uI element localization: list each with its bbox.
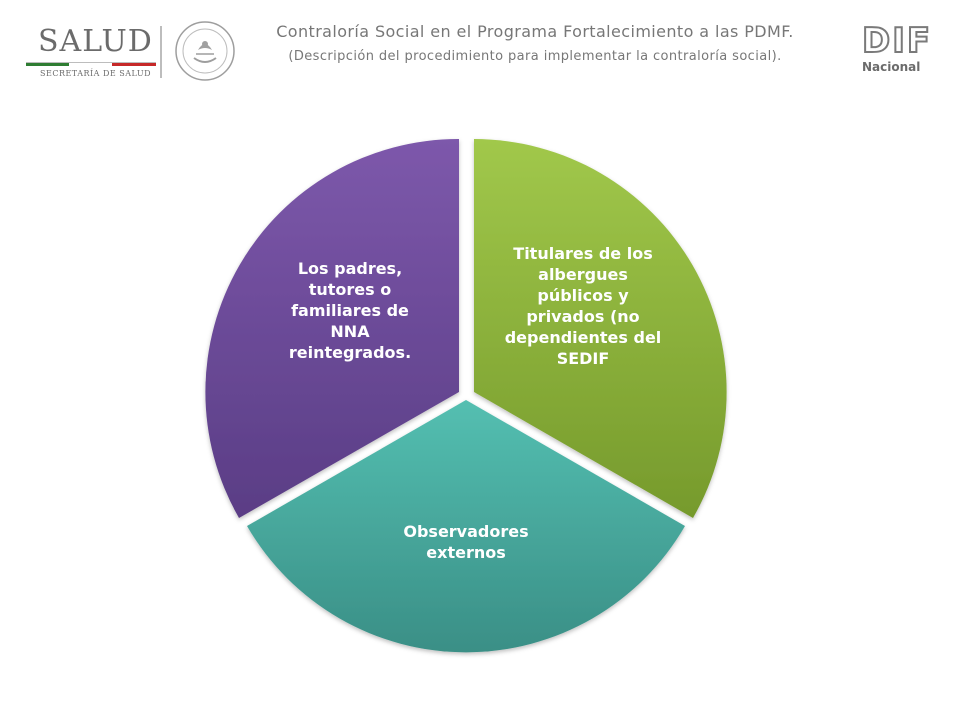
salud-logo-sub: SECRETARÍA DE SALUD [40,69,152,78]
salud-logo-rule [26,62,156,66]
segment-padres [205,138,459,518]
dif-logo: DIF Nacional [861,21,933,80]
salud-logo: SALUD SECRETARÍA DE SALUD [22,22,162,82]
segment-label-observadores: Observadores externos [403,522,529,562]
logo-divider [160,26,162,78]
segment-label-padres: Los padres, tutores o familiares de NNA … [288,259,412,362]
segment-titulares [474,139,727,518]
header: SALUD SECRETARÍA DE SALUD Contraloría So… [0,0,960,100]
segment-observadores [247,400,685,653]
segment-label-titulares: Titulares de los albergues públicos y pr… [504,244,662,368]
page-title: Contraloría Social en el Programa Fortal… [276,22,794,41]
coat-of-arms-icon [175,21,235,81]
dif-logo-sub: Nacional [862,60,921,74]
salud-logo-word: SALUD [38,24,153,59]
dif-logo-word: DIF [861,21,933,61]
page-subtitle: (Descripción del procedimiento para impl… [288,49,782,64]
